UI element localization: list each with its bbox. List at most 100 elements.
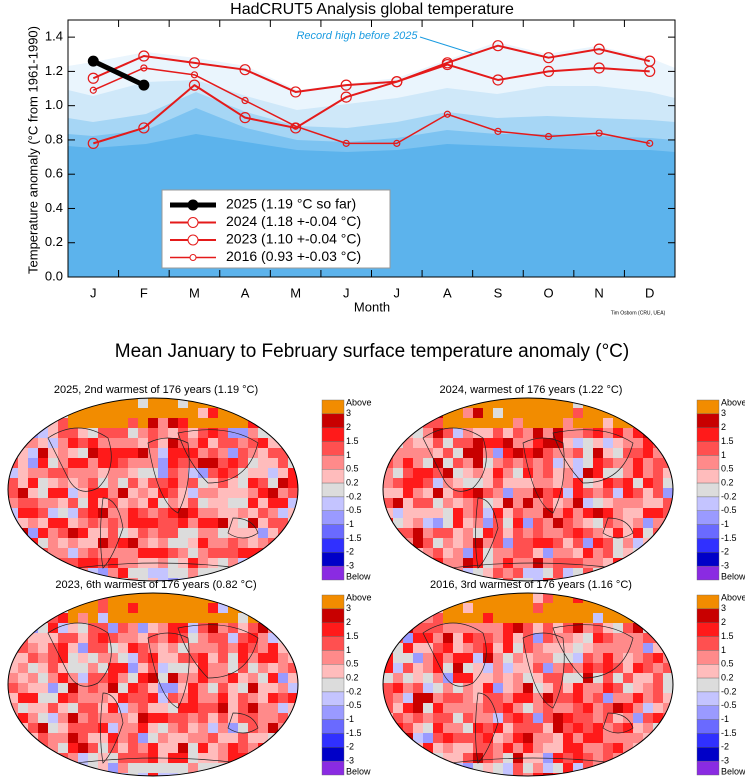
- map-cell: [473, 693, 483, 703]
- map-cell: [278, 593, 288, 603]
- map-cell: [138, 703, 148, 713]
- map-cell: [633, 478, 643, 488]
- map-cell: [543, 538, 553, 548]
- map-cell: [483, 693, 493, 703]
- map-cell: [443, 763, 453, 773]
- map-cell: [118, 468, 128, 478]
- map-cell: [248, 568, 258, 578]
- map-cell: [148, 448, 158, 458]
- map-cell: [423, 508, 433, 518]
- map-cell: [218, 773, 228, 776]
- map-cell: [413, 558, 423, 568]
- map-cell: [138, 398, 148, 408]
- map-cell: [503, 713, 513, 723]
- map-cell: [278, 558, 288, 568]
- map-cell: [533, 468, 543, 478]
- map-cell: [463, 703, 473, 713]
- map-cell: [288, 663, 298, 673]
- map-cell: [583, 528, 593, 538]
- colorbar-cell: [696, 691, 720, 706]
- map-cell: [523, 428, 533, 438]
- map-cell: [573, 418, 583, 428]
- map-cell: [118, 498, 128, 508]
- map-cell: [423, 558, 433, 568]
- map-cell: [88, 408, 98, 418]
- map-cell: [553, 753, 563, 763]
- map-cell: [258, 538, 268, 548]
- map-cell: [423, 438, 433, 448]
- map-cell: [218, 488, 228, 498]
- map-cell: [403, 548, 413, 558]
- map-cell: [238, 458, 248, 468]
- map-cell: [228, 683, 238, 693]
- map-cell: [413, 713, 423, 723]
- series-marker: [544, 132, 553, 141]
- map-cell: [563, 398, 573, 408]
- map-cell: [148, 508, 158, 518]
- map-cell: [188, 518, 198, 528]
- map-cell: [563, 438, 573, 448]
- map-cell: [583, 613, 593, 623]
- map-cell: [613, 488, 623, 498]
- map-cell: [48, 528, 58, 538]
- map-cell: [443, 723, 453, 733]
- map-cell: [483, 498, 493, 508]
- series-marker: [393, 139, 401, 147]
- map-cell: [523, 488, 533, 498]
- map-cell: [663, 673, 673, 683]
- map-cell: [148, 578, 158, 581]
- map-cell: [168, 518, 178, 528]
- map-cell: [463, 418, 473, 428]
- map-cell: [68, 743, 78, 753]
- map-cell: [433, 428, 443, 438]
- map-cell: [108, 498, 118, 508]
- map-cell: [188, 603, 198, 613]
- colorbar-cell: [321, 496, 345, 511]
- map-cell: [433, 683, 443, 693]
- colorbar-cell: [696, 747, 720, 762]
- map-cell: [228, 418, 238, 428]
- map-cell: [593, 558, 603, 568]
- map-cell: [198, 418, 208, 428]
- map-cell: [158, 733, 168, 743]
- map-cell: [423, 733, 433, 743]
- map-cell: [38, 773, 48, 776]
- map-cell: [8, 643, 18, 653]
- map-cell: [78, 653, 88, 663]
- map-cell: [573, 558, 583, 568]
- map-cell: [383, 488, 393, 498]
- map-cell: [633, 518, 643, 528]
- colorbar-label: 3: [721, 408, 726, 418]
- map-cell: [158, 428, 168, 438]
- x-tick-label: J: [343, 285, 350, 300]
- colorbar-label: Above: [721, 592, 745, 602]
- map-cell: [563, 733, 573, 743]
- map-cell: [38, 538, 48, 548]
- map-cell: [623, 488, 633, 498]
- colorbar-label: 0.5: [721, 464, 734, 474]
- map-cell: [18, 613, 28, 623]
- map-cell: [473, 528, 483, 538]
- map-cell: [278, 663, 288, 673]
- map-cell: [533, 663, 543, 673]
- map-cell: [248, 693, 258, 703]
- map-cell: [403, 733, 413, 743]
- map-cell: [198, 508, 208, 518]
- colorbar-label: 1: [721, 450, 726, 460]
- map-cell: [198, 633, 208, 643]
- map-cell: [613, 733, 623, 743]
- map-cell: [433, 438, 443, 448]
- map-cell: [463, 773, 473, 776]
- map-cell: [88, 558, 98, 568]
- map-cell: [178, 743, 188, 753]
- map-cell: [28, 538, 38, 548]
- map-cell: [603, 663, 613, 673]
- map-cell: [603, 623, 613, 633]
- map-cell: [483, 558, 493, 568]
- map-cell: [403, 478, 413, 488]
- legend-label: 2025 (1.19 °C so far): [226, 196, 356, 212]
- map-cell: [653, 663, 663, 673]
- map-cell: [653, 398, 663, 408]
- map-cell: [603, 398, 613, 408]
- map-cell: [543, 578, 553, 581]
